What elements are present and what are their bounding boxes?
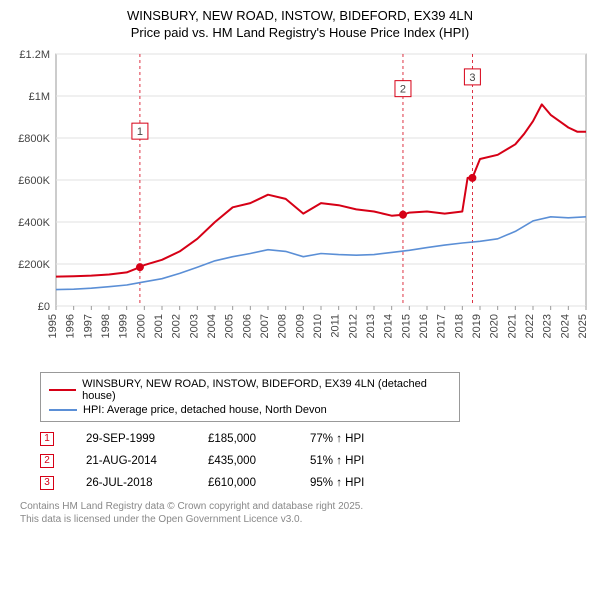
svg-text:2: 2 [400, 83, 406, 95]
transaction-table: 1 29-SEP-1999 £185,000 77% ↑ HPI 2 21-AU… [40, 428, 590, 494]
svg-text:2007: 2007 [259, 314, 271, 338]
svg-text:3: 3 [469, 72, 475, 84]
tx-date: 29-SEP-1999 [86, 433, 176, 445]
svg-text:2018: 2018 [453, 314, 465, 338]
svg-text:2023: 2023 [542, 314, 554, 338]
svg-text:2015: 2015 [400, 314, 412, 338]
legend-swatch-property [49, 389, 76, 391]
svg-text:2021: 2021 [506, 314, 518, 338]
tx-pct: 51% ↑ HPI [310, 455, 400, 467]
table-row: 3 26-JUL-2018 £610,000 95% ↑ HPI [40, 472, 590, 494]
tx-price: £185,000 [208, 433, 278, 445]
svg-text:1995: 1995 [47, 314, 59, 338]
svg-text:£1M: £1M [29, 91, 50, 103]
legend-item-hpi: HPI: Average price, detached house, Nort… [49, 403, 451, 417]
svg-text:2001: 2001 [153, 314, 165, 338]
tx-price: £610,000 [208, 477, 278, 489]
tx-pct: 95% ↑ HPI [310, 477, 400, 489]
svg-text:1999: 1999 [118, 314, 130, 338]
title-line1: WINSBURY, NEW ROAD, INSTOW, BIDEFORD, EX… [10, 8, 590, 25]
svg-text:2014: 2014 [383, 314, 395, 338]
tx-date: 26-JUL-2018 [86, 477, 176, 489]
svg-text:2024: 2024 [559, 314, 571, 338]
svg-text:£0: £0 [38, 301, 50, 313]
tx-price: £435,000 [208, 455, 278, 467]
legend-label-property: WINSBURY, NEW ROAD, INSTOW, BIDEFORD, EX… [82, 378, 451, 402]
legend: WINSBURY, NEW ROAD, INSTOW, BIDEFORD, EX… [40, 372, 460, 422]
svg-text:2005: 2005 [224, 314, 236, 338]
svg-text:2012: 2012 [347, 314, 359, 338]
svg-text:£800K: £800K [18, 133, 50, 145]
footer-line1: Contains HM Land Registry data © Crown c… [20, 500, 590, 513]
svg-text:1996: 1996 [65, 314, 77, 338]
footer-attribution: Contains HM Land Registry data © Crown c… [20, 500, 590, 526]
svg-text:2025: 2025 [577, 314, 589, 338]
chart-svg: £0 £200K £400K £600K £800K £1M £1.2M 1995 1996 19… [10, 46, 590, 366]
svg-text:2000: 2000 [135, 314, 147, 338]
svg-text:2022: 2022 [524, 314, 536, 338]
svg-text:2003: 2003 [188, 314, 200, 338]
svg-text:2004: 2004 [206, 314, 218, 338]
table-row: 2 21-AUG-2014 £435,000 51% ↑ HPI [40, 450, 590, 472]
price-chart: £0 £200K £400K £600K £800K £1M £1.2M 1995 1996 19… [10, 46, 590, 366]
svg-text:2017: 2017 [436, 314, 448, 338]
svg-text:2010: 2010 [312, 314, 324, 338]
svg-text:1: 1 [137, 126, 143, 138]
svg-text:2019: 2019 [471, 314, 483, 338]
footer-line2: This data is licensed under the Open Gov… [20, 513, 590, 526]
tx-pct: 77% ↑ HPI [310, 433, 400, 445]
svg-text:2008: 2008 [277, 314, 289, 338]
svg-text:2011: 2011 [330, 314, 342, 338]
svg-text:2013: 2013 [365, 314, 377, 338]
svg-text:£200K: £200K [18, 259, 50, 271]
svg-text:1997: 1997 [82, 314, 94, 338]
legend-item-property: WINSBURY, NEW ROAD, INSTOW, BIDEFORD, EX… [49, 377, 451, 403]
svg-text:2020: 2020 [489, 314, 501, 338]
tx-marker-1: 1 [40, 432, 54, 446]
legend-swatch-hpi [49, 409, 77, 411]
title-line2: Price paid vs. HM Land Registry's House … [10, 25, 590, 42]
svg-text:£600K: £600K [18, 175, 50, 187]
svg-text:1998: 1998 [100, 314, 112, 338]
svg-text:2016: 2016 [418, 314, 430, 338]
svg-text:2006: 2006 [241, 314, 253, 338]
svg-text:2009: 2009 [294, 314, 306, 338]
svg-text:2002: 2002 [171, 314, 183, 338]
chart-title: WINSBURY, NEW ROAD, INSTOW, BIDEFORD, EX… [10, 8, 590, 42]
svg-text:£400K: £400K [18, 217, 50, 229]
table-row: 1 29-SEP-1999 £185,000 77% ↑ HPI [40, 428, 590, 450]
svg-text:£1.2M: £1.2M [19, 49, 50, 61]
tx-marker-3: 3 [40, 476, 54, 490]
legend-label-hpi: HPI: Average price, detached house, Nort… [83, 404, 327, 416]
tx-date: 21-AUG-2014 [86, 455, 176, 467]
tx-marker-2: 2 [40, 454, 54, 468]
